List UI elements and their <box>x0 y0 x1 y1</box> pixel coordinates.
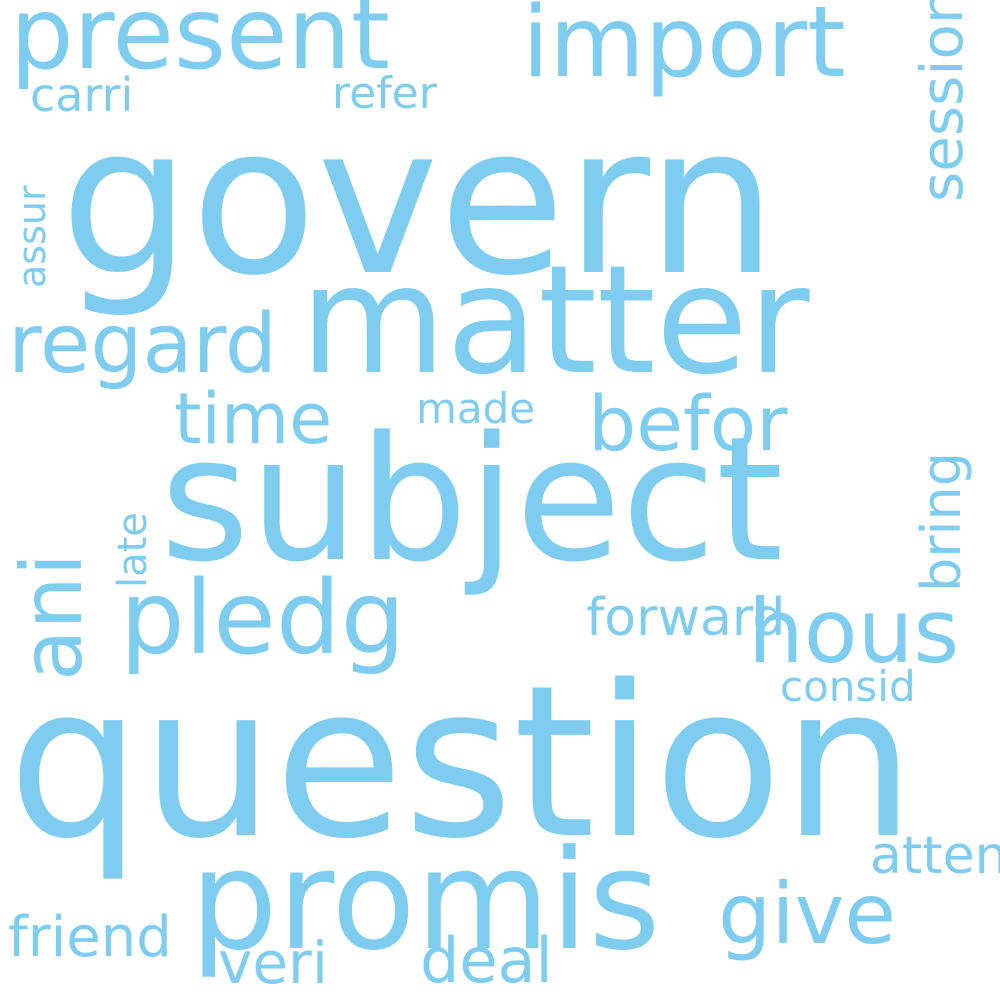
word-late: made <box>416 384 536 433</box>
word-made: forward <box>586 588 786 648</box>
word-befor: befor <box>588 379 788 468</box>
word-deal: session <box>908 0 976 202</box>
word-friend: bring <box>910 452 973 592</box>
word-session: consid <box>780 662 916 711</box>
word-time: ani <box>3 552 101 681</box>
word-bring: late <box>110 512 156 588</box>
word-attent: refer <box>332 68 437 119</box>
word-give: give <box>718 865 897 963</box>
word-regard: regard <box>8 297 277 392</box>
word-matter: matter <box>300 234 810 408</box>
word-refer: friend <box>8 905 172 970</box>
word-govern: govern <box>60 81 778 321</box>
word-ani: attent <box>870 826 1000 886</box>
word-promis: promis <box>190 820 661 981</box>
word-question: question <box>8 640 916 885</box>
word-assur: assur <box>10 185 54 288</box>
word-veri: time <box>174 378 333 460</box>
word-forward: carri <box>30 68 134 122</box>
word-consid: deal <box>420 924 553 997</box>
word-carri: veri <box>218 929 328 997</box>
word-hous: hous <box>748 580 960 683</box>
word-import: import <box>522 0 846 100</box>
word-subject: subject <box>160 399 784 600</box>
word-present: present <box>10 0 391 92</box>
word-pledg: pledg <box>120 559 406 678</box>
